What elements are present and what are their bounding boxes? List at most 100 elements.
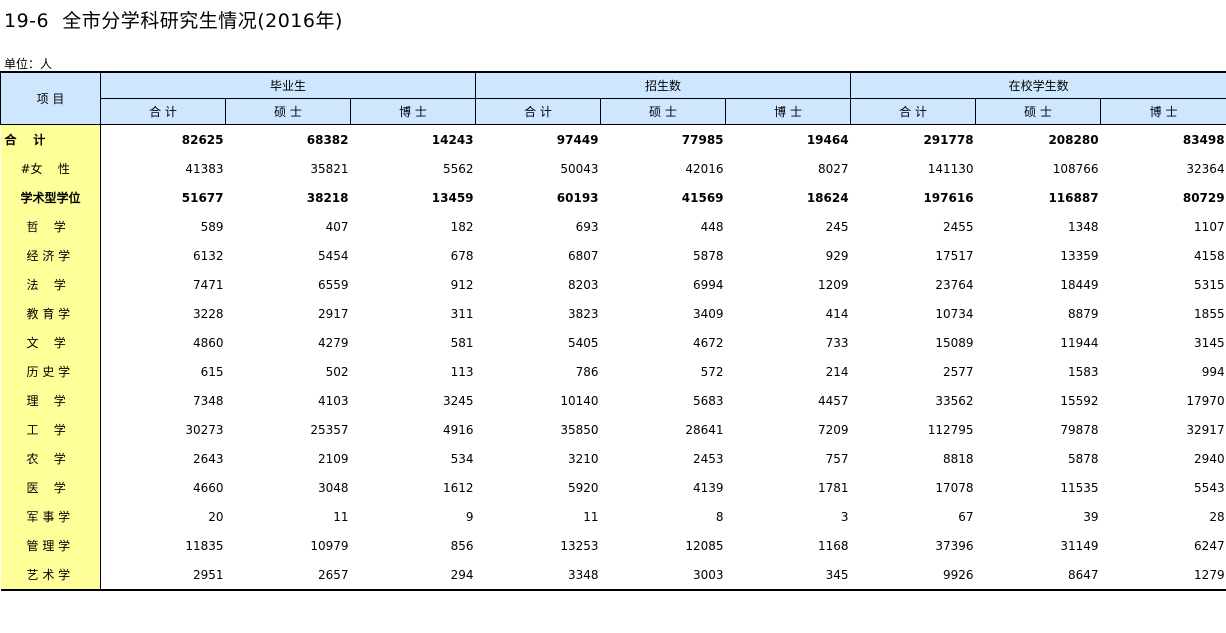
table-row: 管 理 学 11835 10979 856 13253 12085 1168 37396 311… — [0, 531, 1226, 560]
table-cell: 407 — [325, 219, 349, 234]
table-cell: 80729 — [1182, 190, 1225, 205]
table-cell: 15592 — [1060, 393, 1099, 408]
table-row: 法 学 7471 6559 912 8203 6994 1209 23764 18449 5315 — [0, 270, 1226, 299]
row-label: 教 育 学 — [0, 299, 101, 328]
table-cell: 77985 — [681, 132, 724, 147]
table-cell: 733 — [825, 335, 849, 350]
table-row: 工 学 30273 25357 4916 35850 28641 7209 112795 798… — [0, 415, 1226, 444]
table-cell: 8647 — [975, 560, 1101, 591]
table-cell: 11835 — [185, 538, 224, 553]
table-cell: 8203 — [567, 277, 599, 292]
table-cell: 2917 — [317, 306, 349, 321]
table-row: 艺 术 学 2951 2657 294 3348 3003 345 9926 8647 1279 — [0, 560, 1226, 591]
table-cell: 4279 — [317, 335, 349, 350]
table-cell: 15089 — [935, 335, 974, 350]
row-label: 经 济 学 — [0, 241, 101, 270]
table-cell: 33562 — [935, 393, 974, 408]
table-cell: 1348 — [1068, 219, 1099, 234]
table-cell: 17970 — [1186, 393, 1225, 408]
table-cell: 5315 — [1194, 277, 1225, 292]
table-cell: 5683 — [692, 393, 724, 408]
table-cell: 994 — [1201, 364, 1225, 379]
row-label: #女 性 — [0, 154, 101, 183]
table-cell: 67 — [958, 509, 974, 524]
table-cell: 4457 — [818, 393, 849, 408]
table-cell: 32364 — [1186, 161, 1225, 176]
table-cell: 18624 — [806, 190, 849, 205]
table-cell: 345 — [725, 560, 851, 591]
table-cell: 502 — [325, 364, 349, 379]
table-cell: 2940 — [1194, 451, 1225, 466]
table-cell: 2951 — [100, 560, 226, 591]
statistics-table: 项 目 毕业生 招生数 在校学生数 合 计 硕 士 博 士 合 计 硕 士 博 … — [0, 71, 1226, 591]
table-row: 农 学 2643 2109 534 3210 2453 757 8818 5878 2940 — [0, 444, 1226, 473]
table-cell: 311 — [450, 306, 474, 321]
table-cell: 589 — [200, 219, 224, 234]
table-cell: 19464 — [806, 132, 849, 147]
table-cell: 31149 — [1060, 538, 1099, 553]
table-row: 理 学 7348 4103 3245 10140 5683 4457 33562 15592 17… — [0, 386, 1226, 415]
table-cell: 83498 — [1182, 132, 1225, 147]
table-cell: 1279 — [1100, 560, 1226, 591]
table-cell: 6807 — [567, 248, 599, 263]
table-cell: 28 — [1209, 509, 1225, 524]
table-cell: 28641 — [685, 422, 724, 437]
header-sub-master: 硕 士 — [600, 98, 727, 125]
table-cell: 4139 — [692, 480, 724, 495]
table-cell: 3 — [840, 509, 849, 524]
table-row: 合 计 82625 68382 14243 97449 77985 19464 291778 2… — [0, 124, 1226, 154]
table-cell: 5878 — [692, 248, 724, 263]
table-cell: 4158 — [1194, 248, 1225, 263]
row-label: 医 学 — [0, 473, 101, 502]
table-cell: 581 — [450, 335, 474, 350]
table-cell: 1168 — [818, 538, 849, 553]
table-cell: 13253 — [560, 538, 599, 553]
table-row: 军 事 学 20 11 9 11 8 3 67 39 28 — [0, 502, 1226, 531]
table-cell: 1612 — [442, 480, 474, 495]
row-label: 合 计 — [0, 124, 101, 154]
table-cell: 291778 — [923, 132, 974, 147]
table-cell: 757 — [825, 451, 849, 466]
table-cell: 12085 — [685, 538, 724, 553]
table-cell: 5562 — [442, 161, 474, 176]
table-cell: 32917 — [1186, 422, 1225, 437]
table-cell: 17517 — [935, 248, 974, 263]
table-cell: 113 — [450, 364, 474, 379]
header-sub-doctor: 博 士 — [349, 98, 477, 125]
table-cell: 6247 — [1194, 538, 1225, 553]
table-cell: 3245 — [442, 393, 474, 408]
row-label: 法 学 — [0, 270, 101, 299]
header-group-in-school: 在校学生数 — [850, 71, 1226, 99]
table-cell: 6132 — [192, 248, 224, 263]
table-cell: 13459 — [431, 190, 474, 205]
table-cell: 2453 — [692, 451, 724, 466]
table-cell: 14243 — [431, 132, 474, 147]
table-cell: 1781 — [818, 480, 849, 495]
table-cell: 116887 — [1048, 190, 1099, 205]
table-cell: 4916 — [442, 422, 474, 437]
header-item: 项 目 — [0, 71, 101, 125]
table-cell: 1209 — [818, 277, 849, 292]
table-cell: 197616 — [923, 190, 974, 205]
table-cell: 534 — [450, 451, 474, 466]
row-label: 工 学 — [0, 415, 101, 444]
table-cell: 3003 — [600, 560, 726, 591]
table-cell: 1107 — [1194, 219, 1225, 234]
table-cell: 20 — [208, 509, 224, 524]
header-sub-doctor: 博 士 — [1100, 98, 1226, 125]
table-cell: 6559 — [317, 277, 349, 292]
table-row: 教 育 学 3228 2917 311 3823 3409 414 10734 8879 1855 — [0, 299, 1226, 328]
table-cell: 4660 — [192, 480, 224, 495]
table-cell: 8027 — [818, 161, 849, 176]
table-cell: 4672 — [692, 335, 724, 350]
header-sub-total: 合 计 — [475, 98, 602, 125]
table-cell: 9 — [465, 509, 474, 524]
table-cell: 4860 — [192, 335, 224, 350]
table-cell: 7209 — [818, 422, 849, 437]
header-group-graduates: 毕业生 — [99, 71, 477, 99]
table-cell: 6994 — [692, 277, 724, 292]
table-row: 哲 学 589 407 182 693 448 245 2455 1348 1107 — [0, 212, 1226, 241]
table-cell: 13359 — [1060, 248, 1099, 263]
table-cell: 5543 — [1194, 480, 1225, 495]
table-row: 学术型学位 51677 38218 13459 60193 41569 18624 19761… — [0, 183, 1226, 212]
